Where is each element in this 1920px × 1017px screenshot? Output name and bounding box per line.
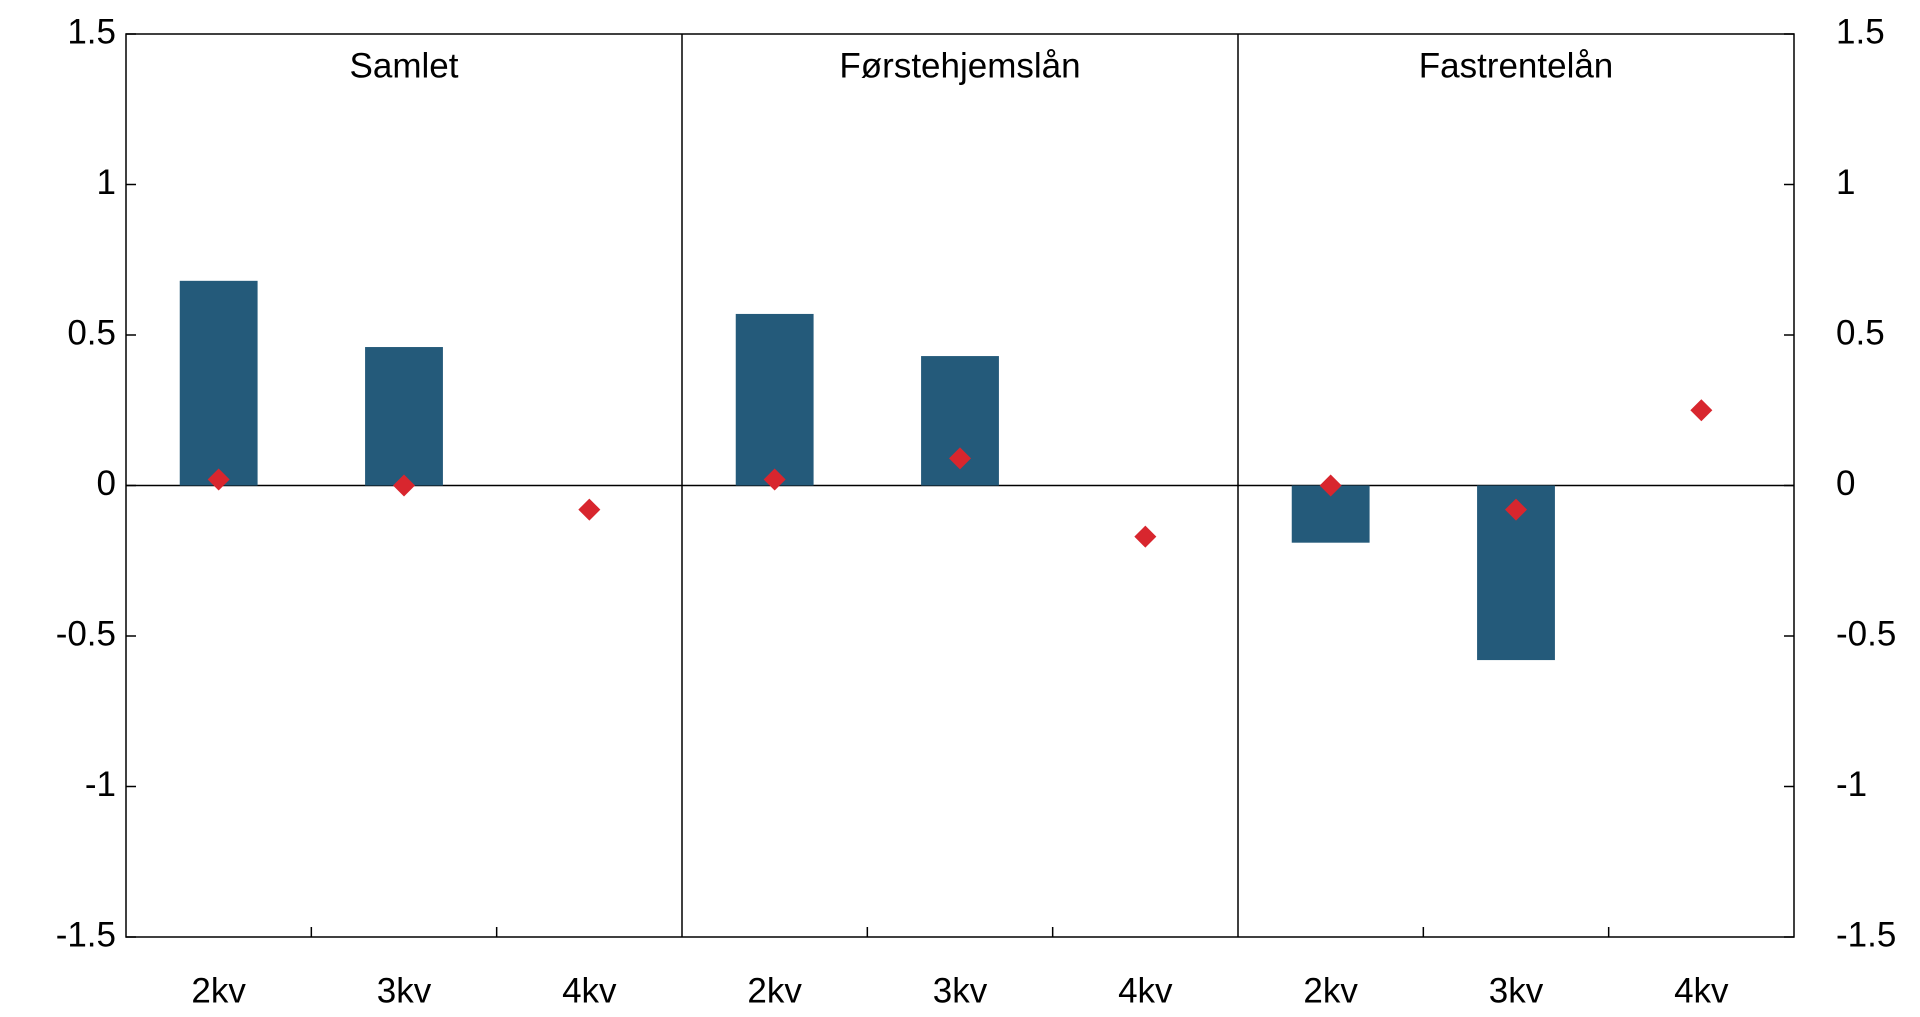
panel-title: Fastrentelån bbox=[1419, 46, 1614, 85]
x-tick-label: 4kv bbox=[1118, 971, 1173, 1010]
y2-tick-label: 0 bbox=[1836, 464, 1855, 503]
y-tick-label: 0 bbox=[97, 464, 116, 503]
y-tick-label: -1 bbox=[85, 765, 116, 804]
diamond-marker bbox=[1505, 498, 1527, 521]
y-tick-label: -1.5 bbox=[56, 915, 116, 954]
panel-title: Samlet bbox=[350, 46, 459, 85]
y-tick-label: 1.5 bbox=[67, 12, 116, 51]
x-tick-label: 4kv bbox=[1674, 971, 1729, 1010]
y2-tick-label: 0.5 bbox=[1836, 313, 1885, 352]
panel-title: Førstehjemslån bbox=[839, 46, 1080, 85]
bar bbox=[735, 313, 814, 486]
y-tick-label: -0.5 bbox=[56, 614, 116, 653]
diamond-marker bbox=[1134, 525, 1157, 548]
x-tick-label: 2kv bbox=[1303, 971, 1358, 1010]
x-tick-label: 3kv bbox=[377, 971, 432, 1010]
y2-tick-label: -0.5 bbox=[1836, 614, 1896, 653]
y2-tick-label: 1 bbox=[1836, 163, 1855, 202]
x-tick-label: 3kv bbox=[1489, 971, 1544, 1010]
diamond-marker bbox=[763, 468, 786, 491]
x-tick-label: 4kv bbox=[562, 971, 617, 1010]
x-tick-label: 3kv bbox=[933, 971, 988, 1010]
diamond-marker bbox=[1319, 474, 1342, 497]
diamond-marker bbox=[1690, 399, 1713, 422]
diamond-marker bbox=[393, 474, 415, 497]
bar bbox=[365, 347, 443, 486]
bar bbox=[179, 280, 258, 486]
y2-tick-label: -1 bbox=[1836, 765, 1867, 804]
y2-tick-label: -1.5 bbox=[1836, 915, 1896, 954]
y2-tick-label: 1.5 bbox=[1836, 12, 1885, 51]
y-tick-label: 1 bbox=[97, 163, 116, 202]
x-tick-label: 2kv bbox=[747, 971, 802, 1010]
x-tick-label: 2kv bbox=[191, 971, 246, 1010]
diamond-marker bbox=[578, 498, 601, 521]
diamond-marker bbox=[207, 468, 230, 491]
y-tick-label: 0.5 bbox=[67, 313, 116, 352]
diamond-marker bbox=[949, 447, 971, 470]
